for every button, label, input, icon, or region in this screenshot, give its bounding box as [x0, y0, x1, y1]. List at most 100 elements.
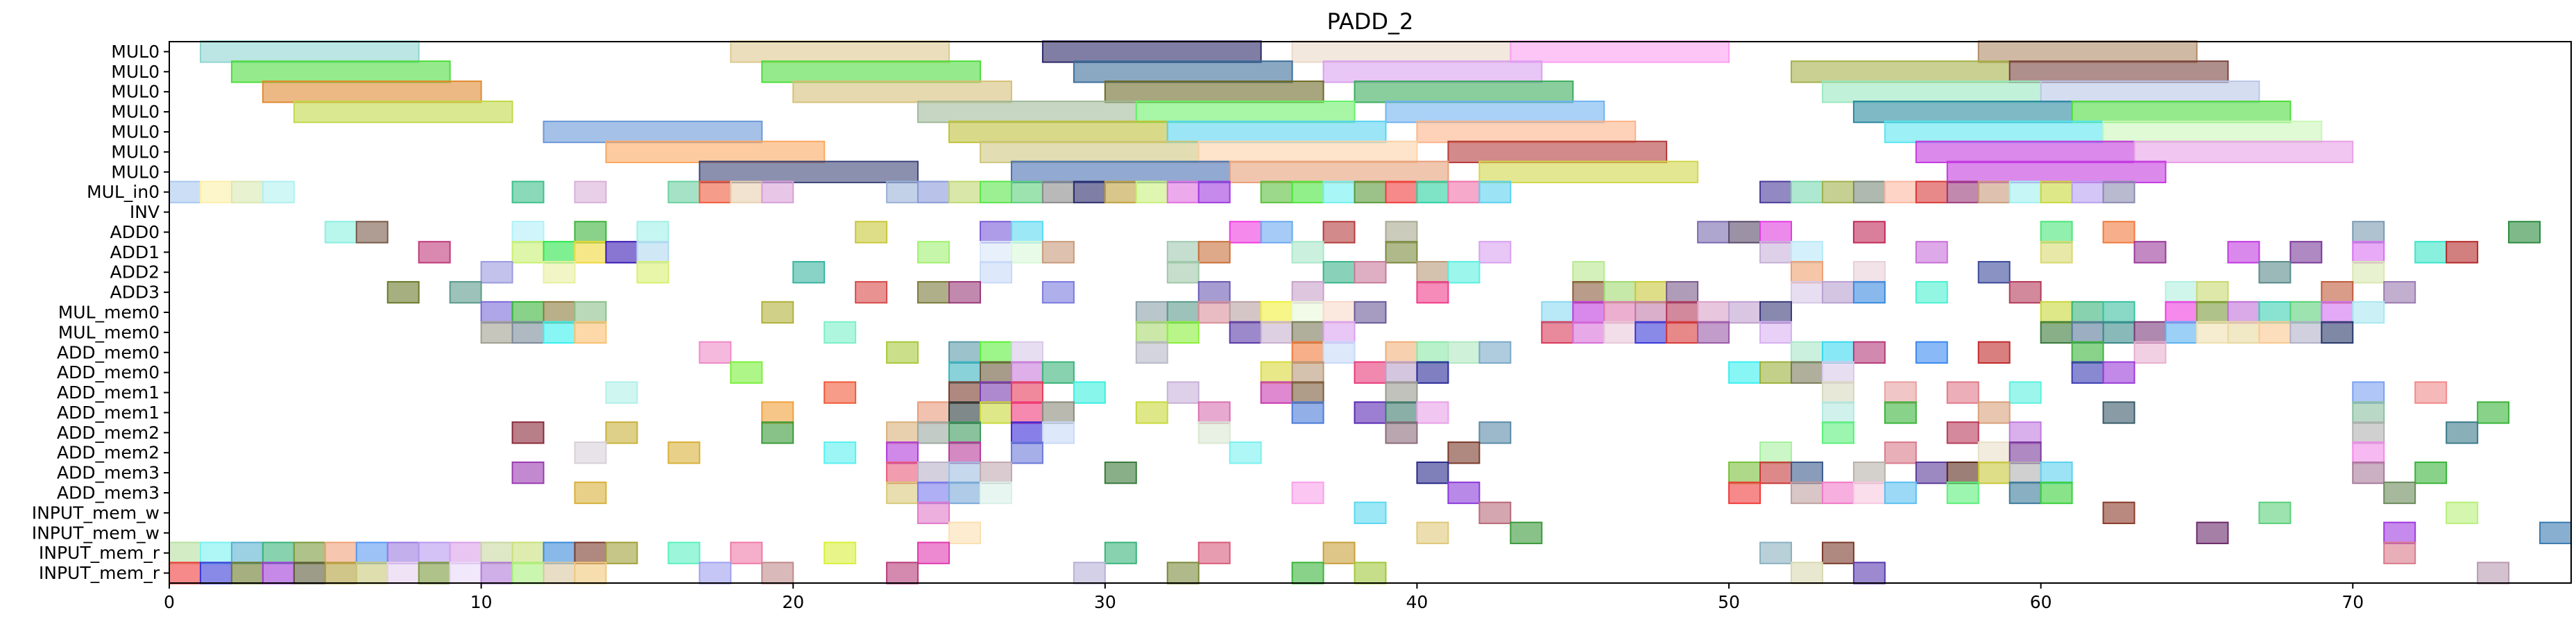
gantt-bar — [2227, 241, 2260, 264]
gantt-bar — [2258, 321, 2292, 344]
gantt-bar — [1884, 481, 1917, 505]
gantt-bar — [917, 481, 950, 505]
gantt-bar — [979, 261, 1012, 284]
gantt-bar — [730, 180, 763, 203]
gantt-bar — [1697, 221, 1730, 244]
gantt-bar — [2102, 361, 2135, 384]
gantt-bar — [1478, 180, 1512, 203]
gantt-bar — [418, 241, 451, 264]
gantt-bar — [1603, 321, 1637, 344]
gantt-bar — [1447, 481, 1481, 505]
gantt-bar — [1291, 280, 1324, 304]
gantt-bar — [948, 361, 981, 384]
gantt-bar — [1852, 481, 1886, 505]
gantt-bar — [948, 481, 981, 505]
gantt-bar — [1322, 261, 1356, 284]
gantt-bar — [480, 321, 513, 344]
gantt-bar — [1977, 40, 2198, 63]
gantt-bar — [2133, 321, 2167, 344]
gantt-bar — [386, 541, 420, 564]
gantt-bar — [1354, 261, 1387, 284]
gantt-bar — [1291, 341, 1324, 364]
gantt-bar — [2446, 421, 2479, 444]
gantt-bar — [979, 341, 1012, 364]
gantt-bar — [1884, 381, 1917, 404]
gantt-bar — [1790, 481, 1823, 505]
gantt-bar — [1291, 401, 1324, 424]
gantt-bar — [574, 241, 607, 264]
gantt-bar — [1666, 321, 1699, 344]
gantt-bar — [1977, 461, 2011, 484]
gantt-bar — [761, 562, 794, 584]
gantt-bar — [2196, 280, 2229, 304]
gantt-bar — [2477, 562, 2510, 584]
gantt-bar — [199, 180, 232, 203]
x-tick-label: 40 — [1406, 592, 1428, 612]
gantt-bar — [2008, 381, 2042, 404]
gantt-bar — [2289, 301, 2323, 324]
gantt-bar — [543, 120, 763, 144]
gantt-bar — [1790, 361, 1823, 384]
gantt-bar — [230, 60, 451, 83]
y-tick-label: ADD_mem1 — [57, 403, 160, 423]
y-tick-label: MUL_mem0 — [58, 322, 160, 342]
gantt-bar — [1946, 160, 2167, 183]
gantt-bar — [1884, 401, 1917, 424]
gantt-bar — [1478, 341, 1512, 364]
gantt-bar — [355, 221, 389, 244]
gantt-bar — [605, 541, 638, 564]
gantt-bar — [1790, 180, 1823, 203]
gantt-bar — [1260, 381, 1293, 404]
gantt-bar — [917, 421, 950, 444]
gantt-bar — [1821, 421, 1854, 444]
gantt-bar — [1354, 562, 1387, 584]
gantt-bar — [1260, 361, 1293, 384]
gantt-bar — [1946, 421, 1979, 444]
gantt-bar — [1010, 241, 1043, 264]
gantt-bar — [2383, 481, 2416, 505]
gantt-bar — [1322, 321, 1356, 344]
gantt-bar — [1166, 241, 1200, 264]
y-tick-label: MUL0 — [111, 82, 160, 102]
gantt-bar — [605, 421, 638, 444]
gantt-bar — [355, 541, 389, 564]
gantt-bar — [2102, 221, 2135, 244]
gantt-bar — [1416, 180, 1449, 203]
gantt-bar — [1635, 321, 1668, 344]
gantt-bar — [2071, 100, 2292, 124]
gantt-bar — [511, 301, 545, 324]
gantt-bar — [792, 261, 826, 284]
y-tick-label: ADD_mem0 — [57, 342, 160, 362]
gantt-bar — [948, 280, 981, 304]
gantt-bar — [699, 341, 732, 364]
gantt-bar — [1073, 60, 1293, 83]
gantt-bar — [2321, 321, 2354, 344]
gantt-bar — [1852, 562, 1886, 584]
gantt-bar — [199, 562, 232, 584]
gantt-bar — [1073, 381, 1106, 404]
gantt-bar — [1354, 501, 1387, 525]
gantt-bar — [1447, 140, 1668, 164]
gantt-bar — [1260, 221, 1293, 244]
gantt-bar — [1010, 401, 1043, 424]
gantt-bar — [761, 421, 794, 444]
gantt-bar — [1291, 241, 1324, 264]
gantt-bar — [2040, 481, 2073, 505]
gantt-bar — [1915, 140, 2135, 164]
gantt-bar — [1322, 541, 1356, 564]
gantt-bar — [1104, 541, 1137, 564]
gantt-bar — [2133, 140, 2354, 164]
y-tick-label: ADD_mem3 — [57, 483, 160, 503]
gantt-bar — [886, 461, 919, 484]
gantt-bar — [2008, 180, 2042, 203]
gantt-bar — [1229, 321, 1262, 344]
gantt-bar — [2414, 381, 2448, 404]
gantt-bar — [855, 280, 888, 304]
gantt-bar — [1073, 562, 1106, 584]
gantt-bar — [2352, 401, 2385, 424]
gantt-bar — [1635, 301, 1668, 324]
gantt-bar — [1821, 81, 2042, 103]
y-tick-label: ADD_mem2 — [57, 423, 160, 443]
gantt-bar — [1385, 381, 1418, 404]
gantt-bar — [1759, 441, 1792, 464]
